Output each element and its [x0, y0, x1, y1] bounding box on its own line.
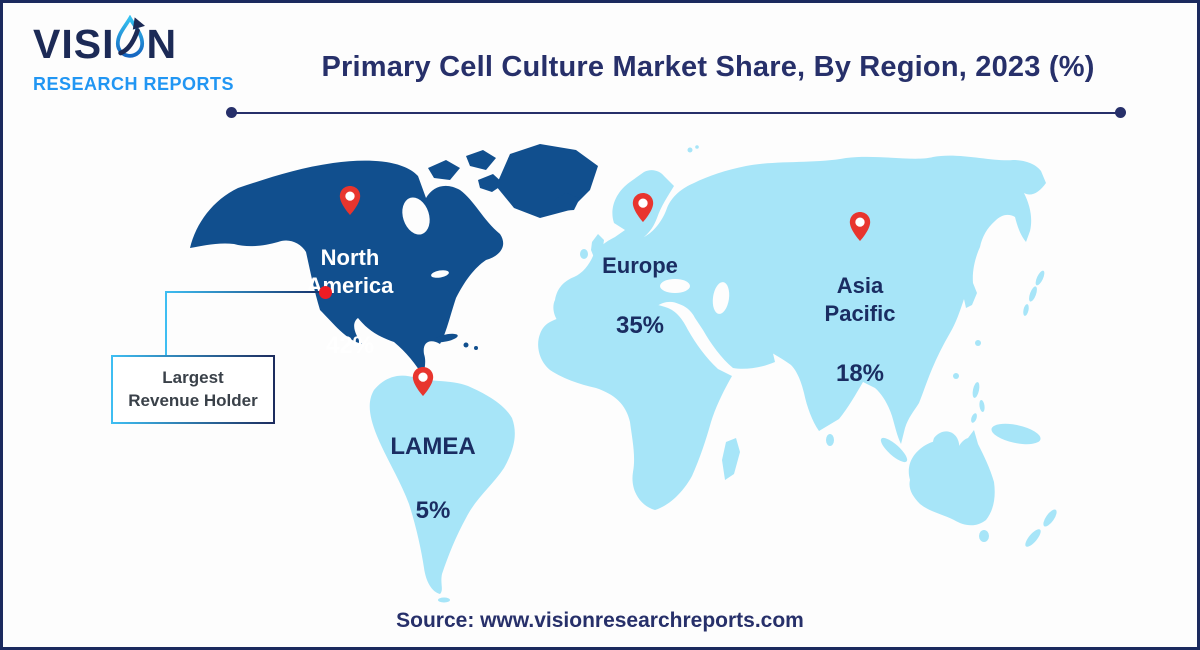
underline-right-dot: [1115, 107, 1126, 118]
madagascar-shape: [722, 438, 740, 480]
lamea-pin: [411, 366, 435, 397]
philippines-island: [972, 382, 980, 398]
region-share-value: 5%: [415, 496, 451, 524]
caspian-sea: [712, 282, 730, 314]
cuba-shape: [434, 333, 458, 343]
australia-shape: [908, 430, 995, 526]
black-sea: [660, 279, 690, 293]
greenland-shape: [496, 144, 598, 218]
great-britain-shape: [591, 234, 604, 260]
callout-connector-vertical: [165, 293, 167, 355]
location-pin-icon: [849, 211, 871, 242]
sumatra-island: [880, 437, 908, 463]
region-label-north-america: North America 42%: [307, 215, 394, 390]
region-label-lamea: LAMEA 5%: [390, 400, 475, 557]
arctic-island: [428, 160, 460, 180]
region-name: Asia Pacific: [824, 272, 896, 327]
iceland-shape: [554, 193, 580, 211]
tasmania-island: [979, 530, 989, 542]
region-name: Europe: [602, 252, 678, 278]
philippines-island: [971, 413, 977, 423]
water-drop-arrow-icon: [115, 14, 146, 66]
callout-connector-horizontal: [165, 291, 321, 293]
location-pin-icon: [412, 366, 434, 397]
japan-island: [1029, 286, 1037, 302]
europe-pin: [631, 192, 655, 223]
region-label-europe: Europe 35%: [602, 223, 678, 370]
region-label-asia-pacific: Asia Pacific 18%: [825, 243, 896, 418]
region-name: LAMEA: [390, 433, 476, 461]
region-share-value: 42%: [325, 332, 375, 360]
logo-subtitle: RESEARCH REPORTS: [33, 74, 235, 94]
logo-brand-pre: VISI: [33, 21, 115, 67]
vision-research-reports-logo: VISI N RESEARCH REPORTS: [33, 14, 243, 95]
new-zealand-north-island: [1043, 509, 1057, 527]
sri-lanka-island: [826, 434, 834, 446]
ireland-shape: [580, 249, 588, 259]
tierra-del-fuego: [438, 597, 450, 603]
caribbean-island: [463, 342, 469, 348]
callout-target-dot: [319, 286, 332, 299]
world-map: [190, 144, 1057, 603]
region-share-value: 18%: [835, 360, 885, 388]
location-pin-icon: [632, 192, 654, 223]
hainan-island: [953, 373, 959, 379]
asia-pacific-pin: [848, 211, 872, 242]
underline-left-dot: [226, 107, 237, 118]
philippines-island: [979, 400, 985, 412]
caribbean-island: [474, 346, 478, 350]
hudson-bay: [402, 197, 430, 235]
taiwan-island: [975, 340, 981, 346]
japan-island: [1023, 304, 1029, 316]
page-title: Primary Cell Culture Market Share, By Re…: [321, 51, 1095, 83]
location-pin-icon: [339, 185, 361, 216]
north-america-pin: [338, 185, 362, 216]
source-attribution: Source: www.visionresearchreports.com: [396, 609, 804, 632]
svalbard-island: [695, 145, 699, 149]
south-america-shape: [369, 375, 515, 594]
great-lakes: [431, 270, 449, 278]
new-guinea-island: [991, 423, 1041, 445]
japan-island: [1035, 270, 1045, 286]
logo-brand-post: N: [146, 21, 178, 67]
largest-revenue-holder-callout: Largest Revenue Holder: [111, 355, 275, 424]
title-underline: [232, 112, 1120, 114]
new-zealand-south-island: [1025, 529, 1041, 547]
region-name: North America: [306, 244, 394, 299]
eurasia-shape: [553, 155, 1046, 444]
arctic-island: [466, 150, 496, 170]
region-share-value: 35%: [615, 311, 665, 339]
africa-shape: [538, 301, 732, 510]
svalbard-island: [687, 147, 693, 153]
